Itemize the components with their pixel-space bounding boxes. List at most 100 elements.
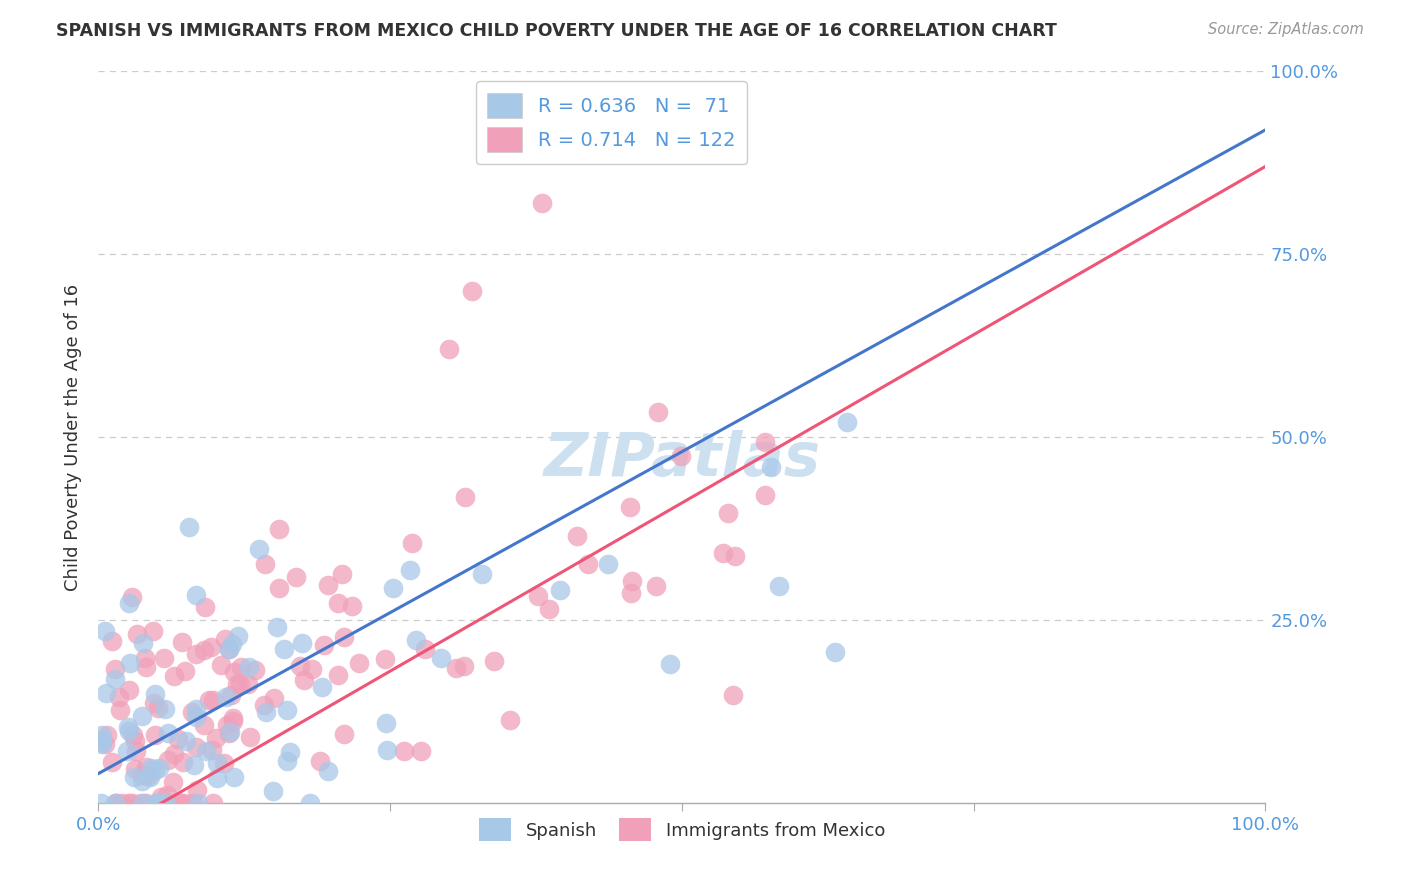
Point: [118, 682, 141, 697]
Point: [135, 760, 157, 774]
Point: [183, 758, 205, 772]
Point: [311, 680, 333, 694]
Point: [349, 656, 371, 670]
Point: [621, 574, 644, 589]
Point: [429, 650, 451, 665]
Point: [326, 668, 349, 682]
Point: [375, 743, 398, 757]
Point: [124, 733, 146, 747]
Point: [229, 677, 252, 691]
Point: [173, 796, 195, 810]
Point: [619, 500, 641, 515]
Point: [301, 662, 323, 676]
Point: [530, 196, 553, 211]
Point: [278, 745, 301, 759]
Point: [405, 632, 427, 647]
Point: [754, 435, 776, 450]
Point: [221, 637, 243, 651]
Point: [565, 529, 588, 543]
Point: [620, 586, 643, 600]
Point: [131, 708, 153, 723]
Point: [374, 652, 396, 666]
Point: [181, 796, 204, 810]
Point: [219, 724, 242, 739]
Point: [200, 640, 222, 655]
Point: [163, 747, 186, 762]
Point: [105, 796, 128, 810]
Point: [143, 763, 166, 777]
Point: [288, 659, 311, 673]
Point: [177, 519, 200, 533]
Point: [717, 507, 740, 521]
Point: [312, 638, 335, 652]
Text: ZIPatlas: ZIPatlas: [543, 430, 821, 489]
Point: [156, 789, 179, 803]
Point: [658, 657, 681, 671]
Point: [142, 624, 165, 638]
Point: [647, 405, 669, 419]
Point: [94, 737, 117, 751]
Point: [124, 770, 146, 784]
Point: [374, 715, 396, 730]
Point: [135, 659, 157, 673]
Point: [754, 488, 776, 502]
Point: [645, 579, 668, 593]
Point: [163, 669, 186, 683]
Point: [413, 642, 436, 657]
Point: [115, 744, 138, 758]
Point: [176, 733, 198, 747]
Point: [94, 686, 117, 700]
Point: [527, 589, 550, 603]
Point: [205, 771, 228, 785]
Point: [184, 647, 207, 661]
Point: [309, 755, 332, 769]
Point: [131, 773, 153, 788]
Point: [184, 702, 207, 716]
Point: [291, 635, 314, 649]
Point: [105, 796, 128, 810]
Point: [155, 796, 177, 810]
Point: [262, 784, 284, 798]
Point: [217, 718, 239, 732]
Point: [146, 701, 169, 715]
Point: [197, 693, 219, 707]
Point: [148, 796, 170, 810]
Point: [170, 635, 193, 649]
Point: [184, 588, 207, 602]
Point: [153, 651, 176, 665]
Point: [239, 731, 262, 745]
Point: [132, 636, 155, 650]
Point: [187, 796, 209, 810]
Point: [471, 566, 494, 581]
Point: [149, 789, 172, 804]
Point: [90, 737, 112, 751]
Point: [226, 629, 249, 643]
Point: [162, 775, 184, 789]
Point: [153, 702, 176, 716]
Point: [461, 284, 484, 298]
Point: [231, 660, 253, 674]
Point: [122, 728, 145, 742]
Point: [222, 714, 245, 728]
Point: [157, 726, 180, 740]
Point: [96, 729, 118, 743]
Point: [333, 630, 356, 644]
Point: [218, 641, 240, 656]
Point: [263, 690, 285, 705]
Point: [167, 732, 190, 747]
Point: [446, 661, 468, 675]
Point: [193, 643, 215, 657]
Point: [131, 796, 153, 810]
Point: [215, 690, 238, 705]
Point: [117, 720, 139, 734]
Point: [101, 633, 124, 648]
Point: [835, 416, 858, 430]
Point: [453, 659, 475, 673]
Point: [145, 796, 167, 810]
Point: [169, 796, 191, 810]
Text: Source: ZipAtlas.com: Source: ZipAtlas.com: [1208, 22, 1364, 37]
Point: [127, 627, 149, 641]
Point: [214, 632, 236, 647]
Point: [332, 727, 354, 741]
Point: [173, 755, 195, 769]
